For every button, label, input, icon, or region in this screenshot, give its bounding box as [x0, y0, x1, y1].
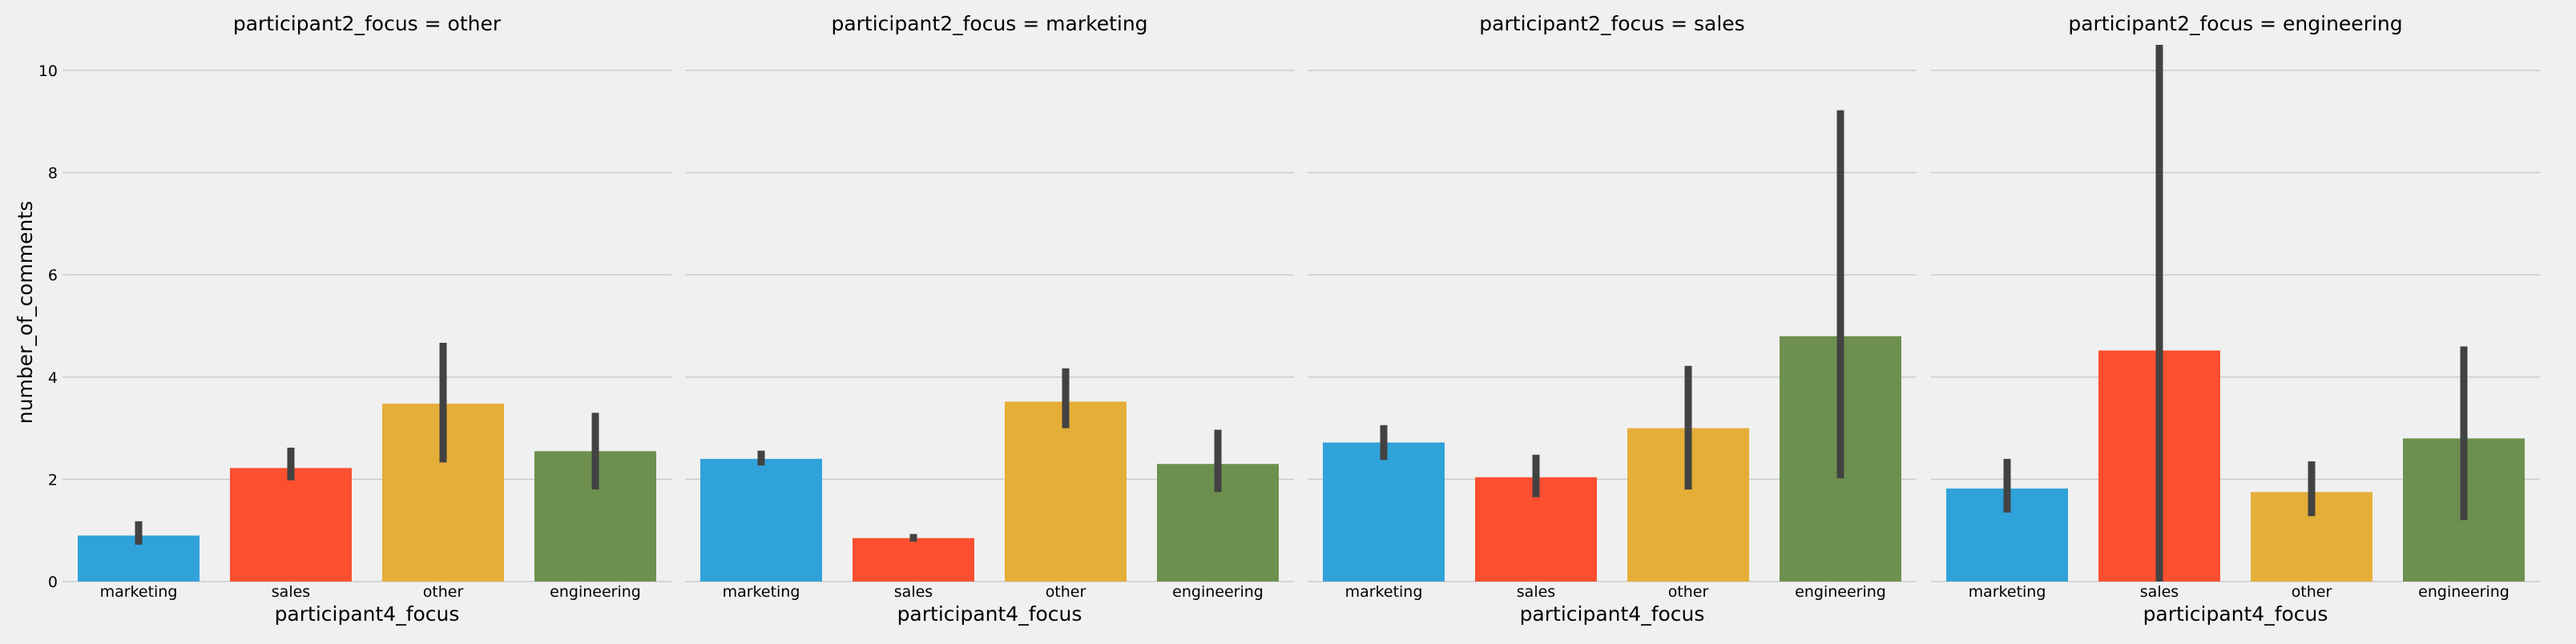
x-tick-label: sales — [1517, 583, 1555, 601]
x-tick-label: engineering — [1172, 583, 1264, 601]
y-tick-label: 2 — [48, 471, 58, 489]
x-tick-label: engineering — [2418, 583, 2509, 601]
x-axis-label: participant4_focus — [897, 602, 1082, 626]
bar-other — [1005, 401, 1127, 582]
x-tick-label: marketing — [1969, 583, 2046, 601]
y-tick-label: 4 — [48, 369, 58, 387]
x-axis-label: participant4_focus — [2143, 602, 2328, 626]
y-tick-label: 6 — [48, 267, 58, 284]
x-tick-label: sales — [272, 583, 310, 601]
facet-title: participant2_focus = other — [233, 12, 502, 35]
y-tick-label: 10 — [38, 62, 58, 80]
x-axis-label: participant4_focus — [1520, 602, 1705, 626]
x-tick-label: marketing — [100, 583, 178, 601]
bar-marketing — [1323, 442, 1445, 582]
bar-sales — [853, 537, 974, 582]
x-tick-label: other — [423, 583, 464, 601]
bar-marketing — [700, 458, 822, 582]
facet-title: participant2_focus = engineering — [2068, 12, 2402, 35]
facet-title: participant2_focus = sales — [1479, 12, 1744, 35]
x-tick-label: other — [1668, 583, 1709, 601]
x-tick-label: marketing — [723, 583, 800, 601]
x-tick-label: engineering — [1795, 583, 1886, 601]
x-axis-label: participant4_focus — [275, 602, 460, 626]
y-tick-label: 0 — [48, 574, 58, 591]
x-tick-label: sales — [2140, 583, 2179, 601]
bar-sales — [230, 468, 352, 582]
x-tick-label: marketing — [1345, 583, 1423, 601]
x-tick-label: other — [1046, 583, 1086, 601]
x-tick-label: engineering — [550, 583, 641, 601]
x-tick-label: other — [2292, 583, 2332, 601]
facet-title: participant2_focus = marketing — [831, 12, 1147, 35]
y-axis-label: number_of_comments — [14, 201, 37, 424]
x-tick-label: sales — [894, 583, 933, 601]
y-tick-label: 8 — [48, 165, 58, 183]
